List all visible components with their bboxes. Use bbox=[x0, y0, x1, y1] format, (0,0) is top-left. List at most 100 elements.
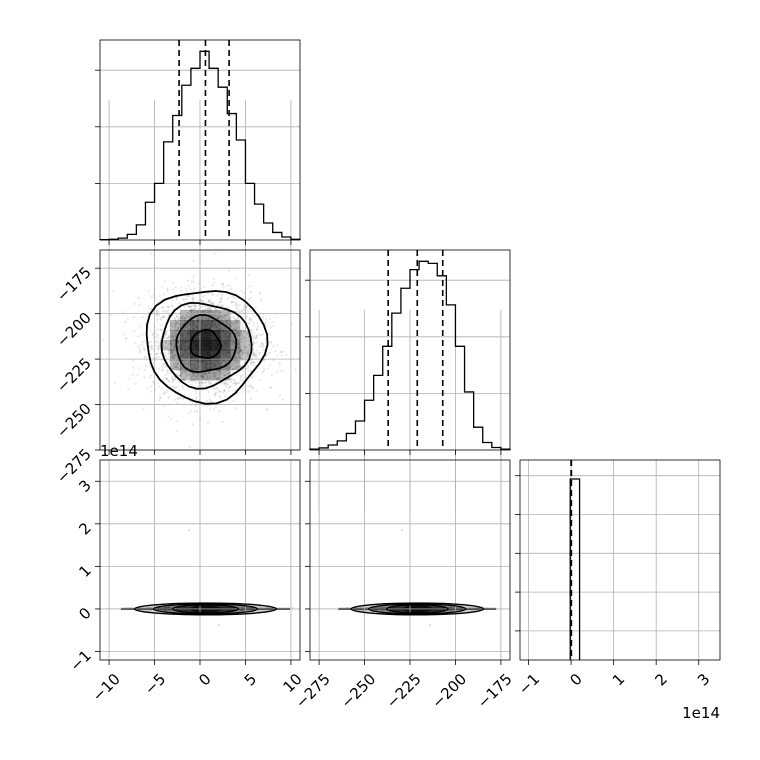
scatter-point bbox=[165, 287, 169, 291]
scatter-point bbox=[162, 315, 165, 318]
scatter-point bbox=[525, 607, 527, 609]
scatter-point bbox=[202, 317, 205, 320]
scatter-point bbox=[235, 303, 239, 306]
scatter-point bbox=[155, 339, 158, 342]
scatter-point bbox=[174, 398, 177, 401]
scatter-point bbox=[230, 378, 233, 381]
scatter-point bbox=[252, 342, 255, 345]
scatter-point bbox=[400, 529, 404, 532]
scatter-point bbox=[259, 345, 262, 348]
scatter-point bbox=[187, 305, 190, 308]
scatter-point bbox=[173, 361, 177, 365]
scatter-point bbox=[229, 318, 232, 321]
scatter-point bbox=[173, 348, 176, 352]
scatter-point bbox=[239, 378, 243, 382]
scatter-point bbox=[200, 376, 203, 379]
scatter-point bbox=[229, 335, 233, 338]
scatter-point bbox=[170, 324, 173, 327]
scatter-point bbox=[177, 341, 180, 344]
scatter-point bbox=[183, 317, 186, 320]
scatter-point bbox=[183, 370, 186, 373]
scatter-point bbox=[225, 384, 228, 387]
scatter-point bbox=[222, 371, 225, 374]
density-cell bbox=[180, 310, 191, 321]
scatter-point bbox=[182, 378, 185, 382]
density-cell bbox=[230, 360, 241, 371]
scatter-point bbox=[215, 373, 218, 376]
scatter-point bbox=[172, 282, 175, 285]
scatter-point bbox=[220, 324, 223, 327]
scatter-point bbox=[236, 310, 239, 313]
scatter-point bbox=[220, 326, 223, 329]
scatter-point bbox=[176, 341, 179, 344]
scatter-point bbox=[164, 333, 167, 336]
scatter-point bbox=[255, 333, 259, 337]
scatter-point bbox=[232, 382, 235, 385]
scatter-point bbox=[222, 321, 225, 324]
scatter-point bbox=[141, 341, 144, 344]
scatter-point bbox=[177, 318, 180, 321]
scatter-point bbox=[239, 327, 243, 331]
scatter-point bbox=[233, 320, 237, 324]
scatter-point bbox=[184, 325, 187, 328]
scatter-point bbox=[175, 420, 178, 423]
scatter-point bbox=[188, 399, 191, 402]
scatter-point bbox=[241, 332, 244, 336]
scatter-point bbox=[143, 340, 146, 343]
scatter-point bbox=[181, 369, 184, 373]
scatter-point bbox=[227, 378, 230, 381]
scatter-point bbox=[201, 375, 204, 379]
scatter-point bbox=[177, 361, 180, 364]
y-tick-label: 1 bbox=[75, 561, 94, 580]
scatter-point bbox=[176, 398, 180, 401]
scatter-point bbox=[161, 316, 164, 319]
scatter-point bbox=[157, 382, 160, 385]
scatter-point bbox=[232, 337, 235, 340]
scatter-point bbox=[180, 367, 183, 370]
scatter-point bbox=[225, 314, 228, 317]
scatter-point bbox=[179, 396, 182, 399]
scatter-point bbox=[202, 377, 205, 380]
scatter-point bbox=[232, 341, 236, 344]
scatter-point bbox=[265, 408, 268, 411]
scatter-point bbox=[168, 335, 171, 338]
scatter-point bbox=[237, 331, 240, 334]
scatter-point bbox=[163, 334, 166, 338]
scatter-point bbox=[224, 327, 227, 330]
scatter-point bbox=[186, 374, 189, 377]
scatter-point bbox=[160, 298, 164, 301]
scatter-point bbox=[261, 343, 264, 346]
scatter-point bbox=[223, 394, 226, 398]
scatter-point bbox=[229, 325, 232, 328]
scatter-point bbox=[168, 395, 171, 398]
scatter-point bbox=[188, 327, 191, 330]
scatter-point bbox=[231, 338, 234, 342]
scatter-point bbox=[207, 317, 210, 320]
scatter-point bbox=[205, 381, 208, 384]
scatter-point bbox=[149, 366, 152, 369]
scatter-point bbox=[156, 318, 159, 321]
scatter-point bbox=[240, 346, 243, 349]
scatter-point bbox=[175, 368, 178, 371]
scatter-point bbox=[151, 344, 154, 348]
scatter-point bbox=[197, 317, 201, 320]
scatter-point bbox=[207, 306, 210, 310]
scatter-point bbox=[150, 307, 153, 311]
scatter-point bbox=[172, 335, 176, 338]
scatter-point bbox=[239, 350, 242, 353]
scatter-point bbox=[258, 352, 261, 355]
scatter-point bbox=[260, 342, 264, 345]
scatter-point bbox=[243, 347, 246, 350]
scatter-point bbox=[230, 348, 233, 352]
scatter-point bbox=[213, 375, 217, 378]
scatter-point bbox=[216, 386, 219, 389]
scatter-point bbox=[160, 318, 163, 321]
scatter-point bbox=[240, 334, 243, 337]
scatter-point bbox=[164, 333, 167, 336]
scatter-point bbox=[172, 345, 176, 349]
scatter-point bbox=[240, 353, 244, 356]
scatter-point bbox=[202, 300, 205, 304]
scatter-point bbox=[173, 319, 177, 322]
scatter-point bbox=[149, 385, 152, 388]
scatter-point bbox=[212, 375, 215, 378]
